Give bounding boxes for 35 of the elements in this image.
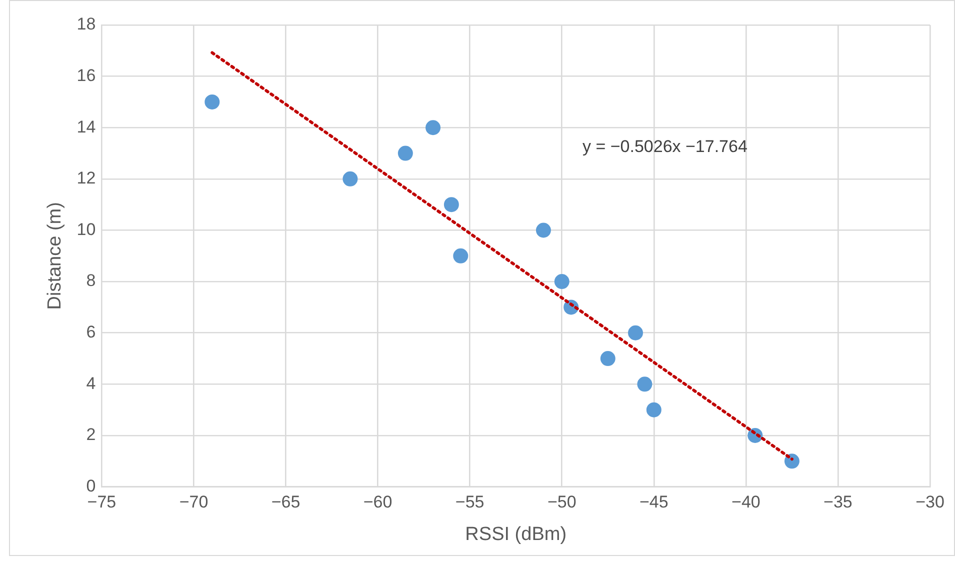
x-tick-label: −35 — [824, 492, 852, 512]
point — [628, 325, 643, 340]
y-tick-label: 14 — [76, 117, 96, 136]
y-tick-label: 18 — [76, 14, 96, 34]
x-axis-title: RSSI (dBm) — [465, 524, 567, 545]
point — [554, 274, 570, 290]
x-tick-label: −40 — [732, 492, 760, 512]
point — [398, 146, 413, 161]
point — [444, 197, 459, 212]
x-tick-label: −45 — [639, 492, 668, 512]
y-tick-label: 8 — [86, 271, 96, 290]
y-tick-label: 12 — [76, 168, 96, 188]
y-axis-title: Distance (m) — [44, 202, 66, 310]
x-tick-label: −75 — [87, 492, 116, 512]
y-tick-label: 4 — [86, 374, 96, 393]
x-tick-label: −55 — [455, 492, 484, 512]
x-tick-label: −60 — [363, 492, 392, 512]
x-tick-label: −70 — [179, 492, 208, 512]
annotation: y = −0.5026x −17.764 — [582, 137, 748, 156]
point — [204, 94, 220, 110]
point — [426, 120, 441, 136]
y-tick-label: 0 — [86, 476, 96, 496]
y-tick-label: 16 — [76, 66, 96, 85]
y-tick-label: 2 — [86, 425, 96, 444]
y-tick-label: 6 — [86, 322, 96, 342]
point — [600, 351, 616, 366]
x-tick-label: −30 — [916, 492, 944, 512]
point — [646, 402, 662, 418]
point — [536, 222, 551, 238]
point — [342, 171, 358, 186]
x-tick-label: −65 — [271, 492, 300, 512]
point — [453, 248, 468, 264]
y-tick-label: 10 — [76, 220, 96, 239]
point — [637, 376, 652, 392]
x-tick-label: −50 — [547, 492, 576, 512]
